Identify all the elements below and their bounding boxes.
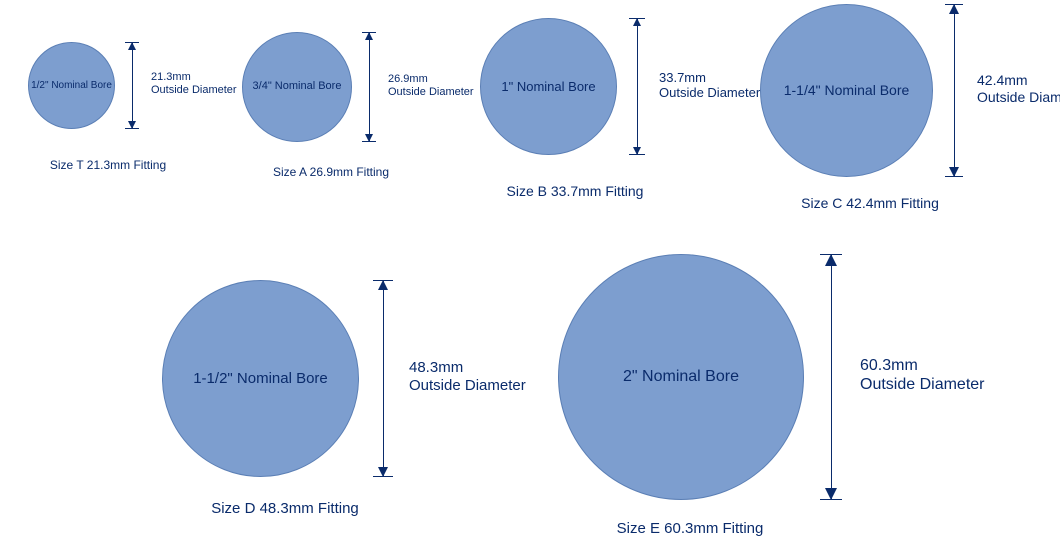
bore-label: 2" Nominal Bore [623, 367, 739, 386]
diameter-value: 26.9mm [388, 73, 474, 86]
fitting-A: 3/4" Nominal Bore [242, 32, 352, 142]
fitting-B: 1" Nominal Bore [480, 18, 617, 155]
fitting-caption: Size A 26.9mm Fitting [246, 165, 416, 179]
bore-label: 1" Nominal Bore [501, 79, 595, 95]
diameter-desc: Outside Diameter [388, 86, 474, 99]
diameter-desc: Outside Diameter [977, 89, 1060, 106]
diameter-label: 33.7mmOutside Diameter [659, 70, 760, 101]
fitting-caption: Size C 42.4mm Fitting [775, 195, 965, 211]
diameter-label: 60.3mmOutside Diameter [860, 356, 985, 394]
diameter-desc: Outside Diameter [151, 84, 237, 97]
diameter-value: 21.3mm [151, 71, 237, 84]
bore-label: 3/4" Nominal Bore [253, 80, 342, 93]
diameter-value: 33.7mm [659, 70, 760, 86]
fitting-T: 1/2" Nominal Bore [28, 42, 115, 129]
pipe-circle: 1/2" Nominal Bore [28, 42, 115, 129]
diameter-desc: Outside Diameter [409, 377, 526, 395]
pipe-circle: 1-1/4" Nominal Bore [760, 4, 933, 177]
fitting-caption: Size D 48.3mm Fitting [180, 500, 390, 517]
bore-label: 1/2" Nominal Bore [31, 80, 112, 92]
pipe-circle: 1-1/2" Nominal Bore [162, 280, 359, 477]
dimension-bracket [373, 280, 393, 477]
diameter-value: 60.3mm [860, 356, 985, 375]
diameter-label: 26.9mmOutside Diameter [388, 73, 474, 99]
diameter-desc: Outside Diameter [659, 85, 760, 101]
dimension-bracket [125, 42, 139, 129]
dimension-bracket [820, 254, 842, 500]
diameter-desc: Outside Diameter [860, 375, 985, 394]
diameter-value: 42.4mm [977, 72, 1060, 89]
dimension-bracket [362, 32, 376, 142]
dimension-bracket [629, 18, 645, 155]
bore-label: 1-1/4" Nominal Bore [784, 82, 910, 99]
fitting-caption: Size E 60.3mm Fitting [580, 520, 800, 537]
pipe-circle: 2" Nominal Bore [558, 254, 804, 500]
fitting-caption: Size B 33.7mm Fitting [480, 183, 670, 199]
pipe-circle: 3/4" Nominal Bore [242, 32, 352, 142]
dimension-bracket [945, 4, 963, 177]
fitting-C: 1-1/4" Nominal Bore [760, 4, 933, 177]
pipe-circle: 1" Nominal Bore [480, 18, 617, 155]
fitting-E: 2" Nominal Bore [558, 254, 804, 500]
fitting-caption: Size T 21.3mm Fitting [28, 158, 188, 172]
diameter-label: 21.3mmOutside Diameter [151, 71, 237, 97]
diameter-label: 48.3mmOutside Diameter [409, 359, 526, 395]
diameter-value: 48.3mm [409, 359, 526, 377]
bore-label: 1-1/2" Nominal Bore [193, 370, 328, 388]
diameter-label: 42.4mmOutside Diameter [977, 72, 1060, 106]
fitting-D: 1-1/2" Nominal Bore [162, 280, 359, 477]
